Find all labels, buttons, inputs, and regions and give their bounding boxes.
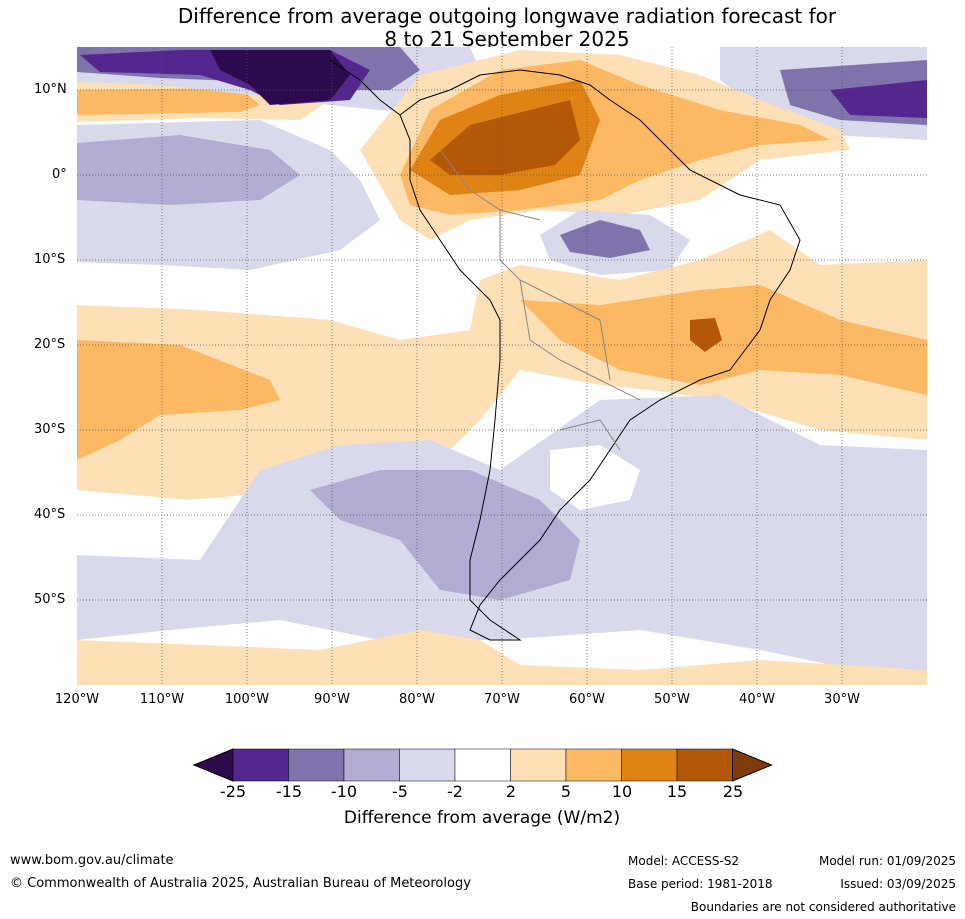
colorbar-arrow-high <box>732 748 773 782</box>
colorbar-tick-label: -15 <box>275 782 303 801</box>
lon-label-100w: 100°W <box>224 692 270 707</box>
lat-label-30s: 30°S <box>34 422 66 437</box>
lon-label-90w: 90°W <box>314 692 350 707</box>
colorbar-tick-label: 5 <box>560 782 572 801</box>
lon-label-30w: 30°W <box>824 692 860 707</box>
colorbar-tick-label: 15 <box>666 782 688 801</box>
anomaly-region-central-america-extreme <box>210 50 350 105</box>
colorbar-segment <box>232 748 289 782</box>
colorbar-tick-label: 2 <box>505 782 517 801</box>
lat-label-50s: 50°S <box>34 592 66 607</box>
gridlines <box>77 47 927 685</box>
anomaly-region-southern-ocean-white <box>550 445 640 510</box>
lon-label-40w: 40°W <box>739 692 775 707</box>
issued-date: Issued: 03/09/2025 <box>840 877 956 891</box>
colorbar-segment <box>288 748 345 782</box>
anomaly-region-southeast-pacific-orange <box>77 340 280 460</box>
colorbar-arrow-low <box>192 748 234 782</box>
lat-label-40s: 40°S <box>34 507 66 522</box>
map-title-line1: Difference from average outgoing longwav… <box>177 4 837 28</box>
copyright-text: © Commonwealth of Australia 2025, Austra… <box>10 876 471 891</box>
colorbar-segment <box>399 748 456 782</box>
lat-label-20s: 20°S <box>34 337 66 352</box>
lon-label-70w: 70°W <box>484 692 520 707</box>
anomaly-region-southern-orange <box>77 630 927 685</box>
colorbar-title: Difference from average (W/m2) <box>343 808 621 828</box>
central-america-coastline <box>329 59 401 116</box>
lon-label-60w: 60°W <box>569 692 605 707</box>
lon-label-110w: 110°W <box>139 692 185 707</box>
lat-label-10s: 10°S <box>34 252 66 267</box>
anomaly-region-tropical-pacific-medium <box>77 135 300 205</box>
colorbar-tick-label: -10 <box>330 782 358 801</box>
country-borders <box>439 149 641 451</box>
lon-label-80w: 80°W <box>399 692 435 707</box>
colorbar-segment <box>454 748 511 782</box>
anomaly-region-central-brazil-purple <box>560 220 650 258</box>
colorbar-tick-label: 10 <box>611 782 633 801</box>
anomaly-region-brazil-orange <box>520 285 927 395</box>
colorbar-tick-label: -5 <box>392 782 408 801</box>
south-america-coastline <box>399 69 801 641</box>
anomaly-region-amazon-extreme <box>430 100 580 175</box>
colorbar-segment <box>565 748 622 782</box>
colorbar-segment <box>510 748 567 782</box>
colorbar-segment <box>621 748 678 782</box>
colorbar-segment <box>343 748 400 782</box>
website-link[interactable]: www.bom.gov.au/climate <box>10 853 174 868</box>
colorbar-segment <box>676 748 733 782</box>
anomaly-region-north-atlantic-strong <box>830 80 927 118</box>
model-run-date: Model run: 01/09/2025 <box>818 854 956 868</box>
lat-label-10n: 10°N <box>34 82 67 97</box>
boundaries-disclaimer: Boundaries are not considered authoritat… <box>690 900 956 914</box>
lat-label-0: 0° <box>52 167 67 182</box>
lon-label-120w: 120°W <box>54 692 100 707</box>
map-title-line2: 8 to 21 September 2025 <box>384 27 630 51</box>
colorbar-tick-label: -2 <box>447 782 463 801</box>
colorbar-tick-label: 25 <box>722 782 744 801</box>
colorbar-tick-label: -25 <box>219 782 247 801</box>
anomaly-region-north-pacific-orange-medium <box>77 88 260 115</box>
model-name: Model: ACCESS-S2 <box>628 854 740 868</box>
lon-label-50w: 50°W <box>654 692 690 707</box>
base-period: Base period: 1981-2018 <box>628 877 773 891</box>
anomaly-region-brazil-strong <box>690 318 722 352</box>
